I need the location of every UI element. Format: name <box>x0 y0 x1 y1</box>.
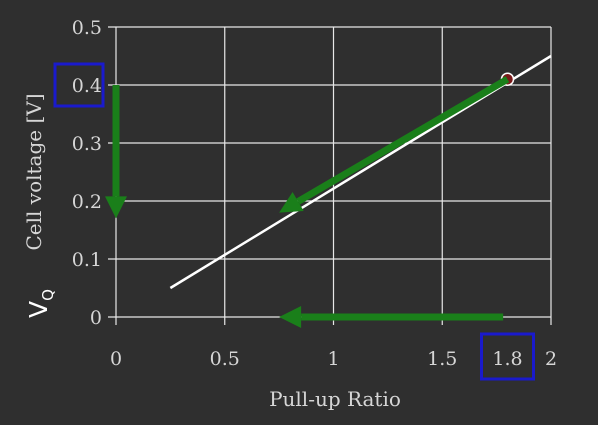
annotation-layer <box>53 62 535 381</box>
y-axis-label: Cell voltage [V] <box>22 93 46 250</box>
x-tick-label: 0 <box>110 348 122 370</box>
x-tick-label: 1.8 <box>492 348 522 370</box>
y-tick-highlight-box <box>53 62 105 108</box>
vq-label-main: V <box>24 301 53 318</box>
y-tick-label: 0.1 <box>72 249 102 271</box>
y-tick-label: 0.4 <box>72 75 102 97</box>
y-tick-label: 0.3 <box>72 133 102 155</box>
tick-label-layer: 0 0.1 0.2 0.3 0.4 0.5 0 0.5 1 1.5 1.8 2 <box>72 17 557 370</box>
annotation-arrow-shaft <box>296 76 510 205</box>
annotation-arrow-head <box>279 192 304 213</box>
x-tick-label: 0.5 <box>210 348 240 370</box>
x-tick-label: 1.5 <box>427 348 457 370</box>
y-tick-label: 0.2 <box>72 191 102 213</box>
x-tick-label: 1 <box>327 348 339 370</box>
annotation-arrow-head <box>105 196 127 219</box>
y-tick-label: 0 <box>90 307 102 329</box>
annotation-arrow-head <box>279 306 302 328</box>
vq-label-subscript: Q <box>39 289 57 301</box>
x-tick-label: 2 <box>545 348 557 370</box>
x-tick-highlight-box <box>480 332 535 381</box>
x-axis-label: Pull-up Ratio <box>269 387 401 411</box>
vq-label: VQ <box>24 289 57 318</box>
y-tick-label: 0.5 <box>72 17 102 39</box>
grid-lines <box>108 26 552 325</box>
